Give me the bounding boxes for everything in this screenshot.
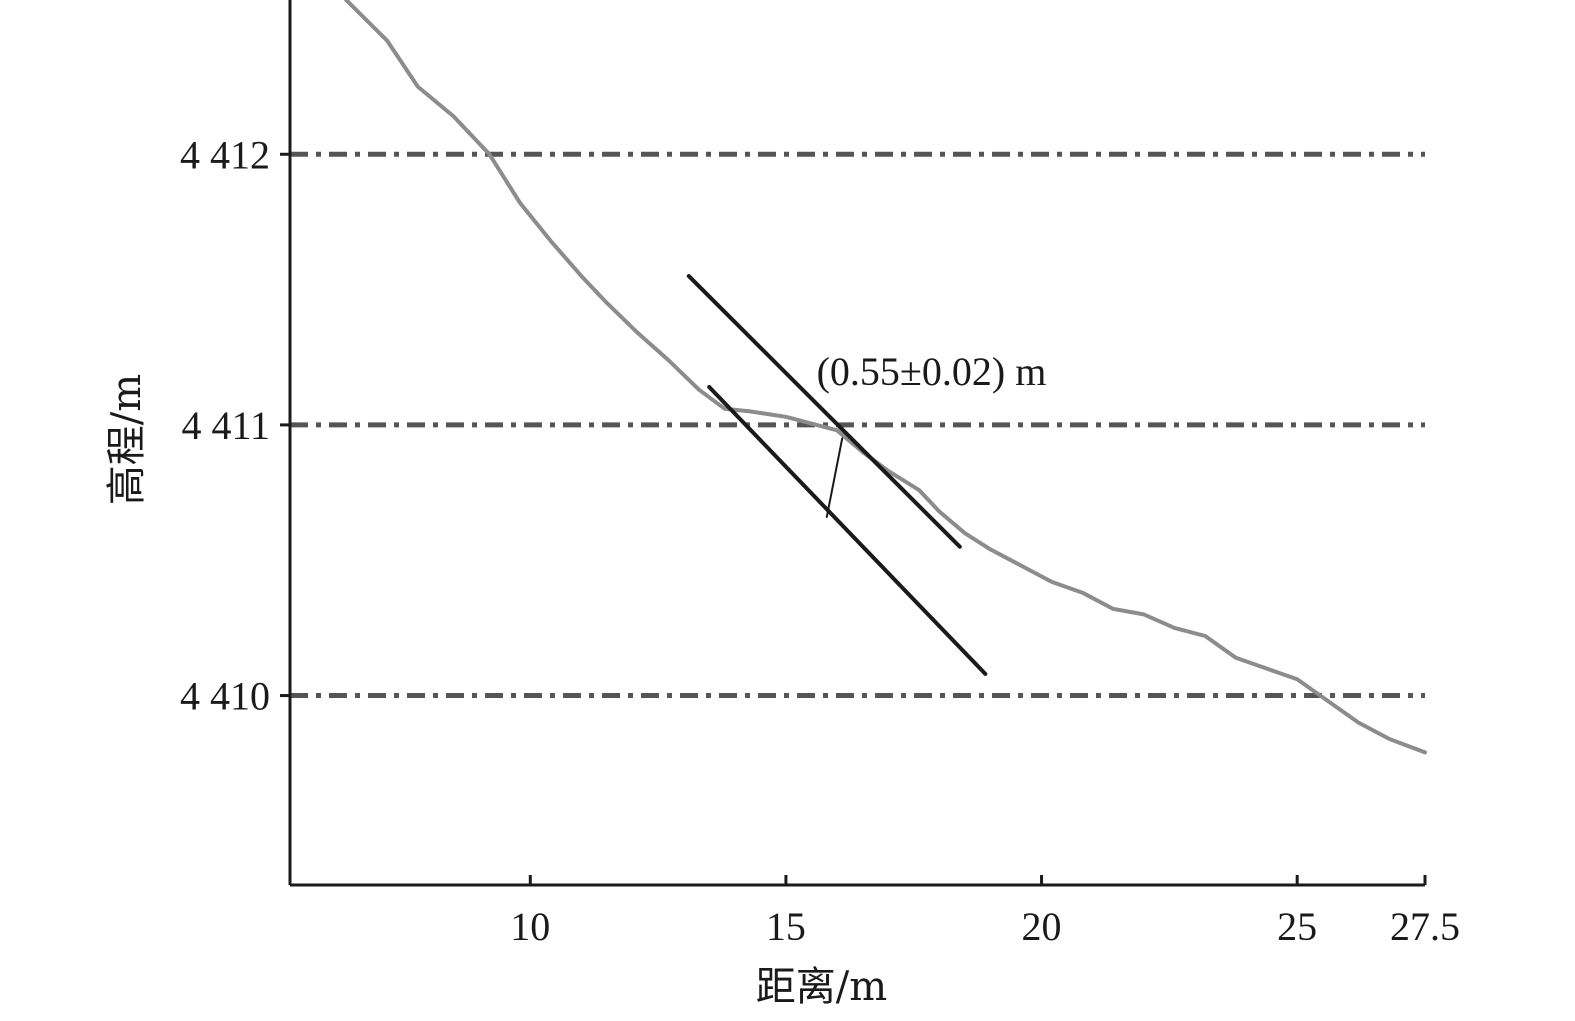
- x-tick-label-4: 27.5: [1390, 904, 1460, 949]
- x-axis-title: 距离/m: [756, 964, 887, 1010]
- y-tick-label-0: 4 410: [180, 674, 270, 719]
- x-tick-label-2: 20: [1022, 904, 1062, 949]
- x-tick-label-0: 10: [510, 904, 550, 949]
- series-group: [344, 0, 1427, 755]
- series-lower-fitted-line: [707, 385, 988, 676]
- annotations: (0.55±0.02) m: [817, 349, 1047, 394]
- y-tick-label-1: 4 411: [181, 403, 270, 448]
- series-upper-fitted-line: [686, 274, 962, 549]
- y-axis-title: 高程/m: [104, 374, 150, 505]
- annotation-0: (0.55±0.02) m: [817, 349, 1047, 394]
- x-tick-label-1: 15: [766, 904, 806, 949]
- ticks: 4 410 4 411 4 412 10 15 20 25 27.5: [180, 132, 1460, 949]
- gridlines: [290, 151, 1425, 699]
- x-tick-label-3: 25: [1277, 904, 1317, 949]
- y-tick-label-2: 4 412: [180, 132, 270, 177]
- series-terrain-profile: [344, 0, 1427, 755]
- axes: [288, 0, 1425, 887]
- series-offset-connector: [825, 437, 844, 518]
